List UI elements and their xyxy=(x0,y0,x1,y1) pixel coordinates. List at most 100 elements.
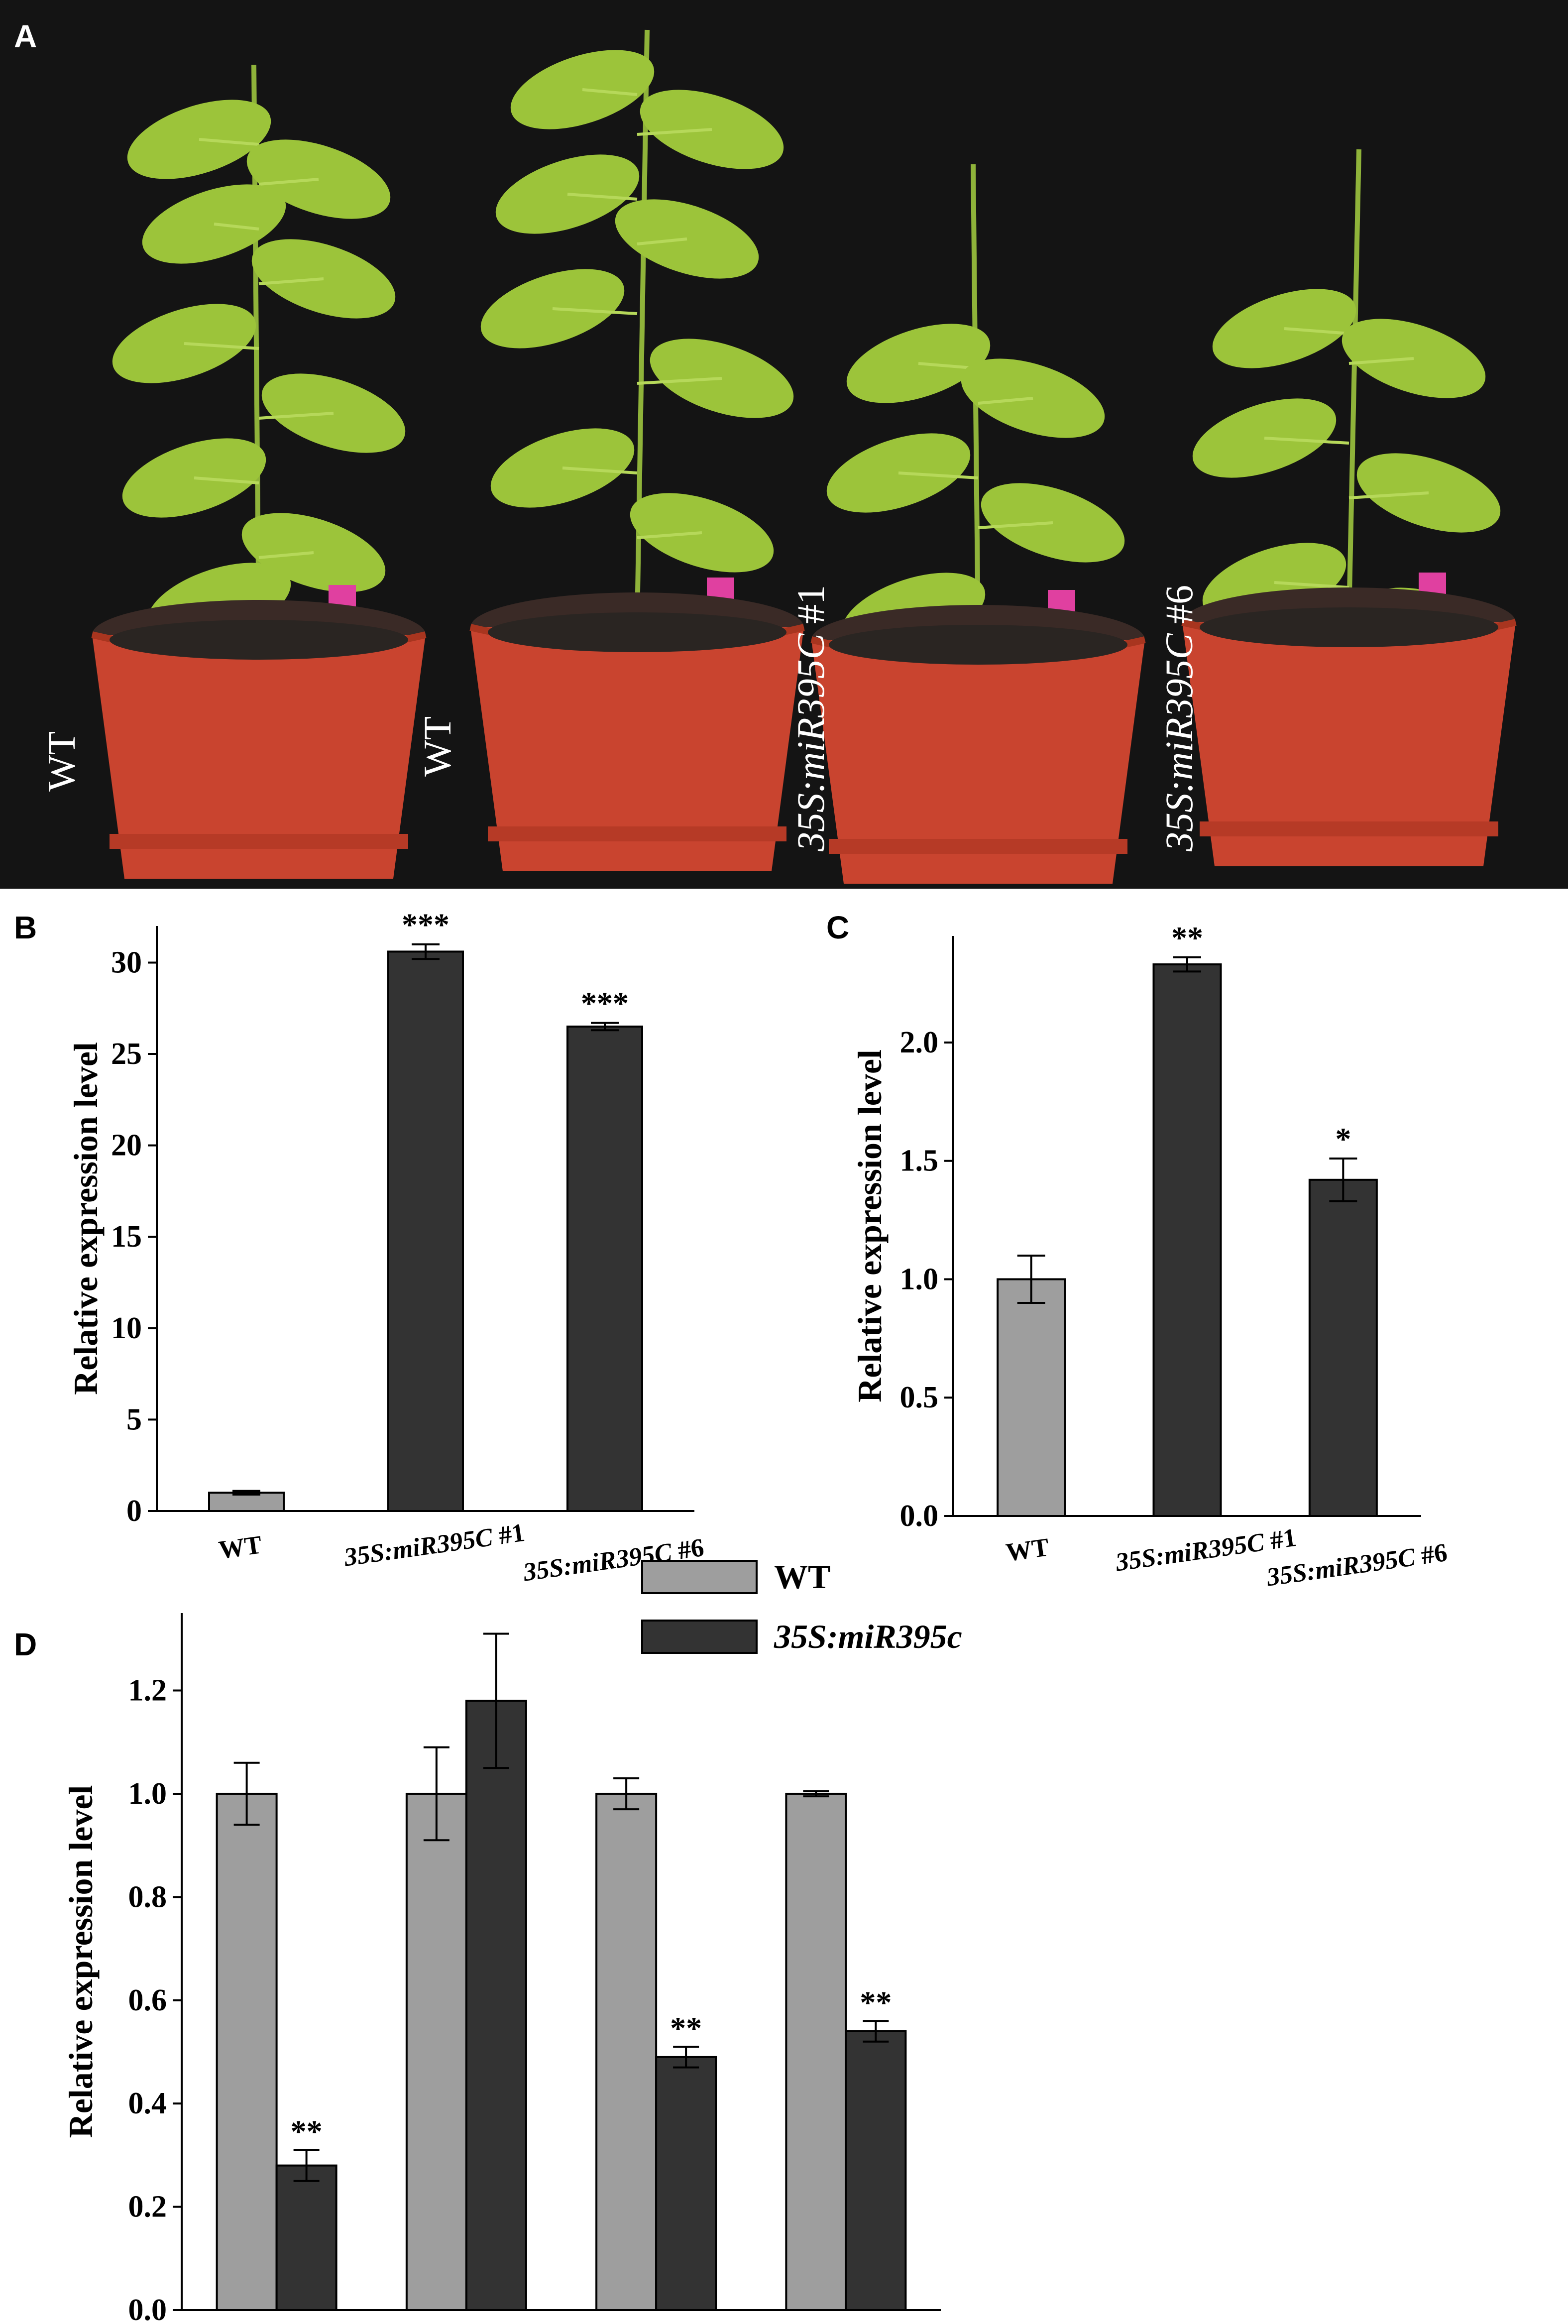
pot-label: 35S:miR395C #1 xyxy=(789,585,832,852)
bar xyxy=(655,2056,717,2312)
legend-label: 35S:miR395c xyxy=(774,1618,962,1655)
bar xyxy=(845,2030,907,2311)
panel-letter-c: C xyxy=(826,910,849,945)
y-tick-label: 1.5 xyxy=(900,1144,939,1178)
pot-band xyxy=(488,826,786,841)
pot-band xyxy=(1200,821,1498,836)
leaf-vein xyxy=(637,377,722,385)
pot-label: WT xyxy=(416,716,459,777)
y-tick-label: 1.2 xyxy=(128,1674,167,1708)
pots xyxy=(91,587,1517,884)
pot-label: WT xyxy=(40,731,83,792)
pot-label-genotype: 35S:miR395C xyxy=(789,624,832,852)
leaf-vein xyxy=(1348,491,1429,499)
y-tick-label: 2.0 xyxy=(900,1026,939,1059)
chart-b: 0 5 10 15 20 25 30 Relative expression level WT *… xyxy=(67,907,706,1587)
x-tick-label: PagSULTR2;1 xyxy=(756,2322,934,2324)
bar xyxy=(595,1792,658,2311)
y-axis-label: Relative expression level xyxy=(851,1049,889,1402)
pot-soil xyxy=(488,612,786,652)
leaf-vein xyxy=(1264,437,1349,445)
significance-label: *** xyxy=(402,907,449,942)
leaf-vein xyxy=(199,138,259,146)
x-tick-label-italic: 35S:miR395C xyxy=(1114,1527,1272,1577)
y-tick-label: 0.8 xyxy=(128,1880,167,1914)
y-tick-label: 5 xyxy=(126,1402,142,1436)
bar xyxy=(465,1700,527,2312)
y-tick-label: 10 xyxy=(111,1311,142,1345)
bar xyxy=(1152,963,1222,1517)
bar xyxy=(566,1025,643,1512)
leaf-vein xyxy=(978,397,1033,405)
chart-c: 0.0 0.5 1.0 1.5 2.0 Relative expression level… xyxy=(851,920,1449,1592)
leaf-vein xyxy=(258,277,324,285)
pot-band xyxy=(829,839,1127,854)
bar xyxy=(387,950,464,1512)
x-tick-label-italic: 35S:miR395C xyxy=(342,1522,501,1572)
pot-soil xyxy=(829,625,1127,665)
y-tick-label: 25 xyxy=(111,1037,142,1071)
bar xyxy=(275,2164,337,2311)
leaf-vein xyxy=(562,466,638,474)
y-tick-label: 0.0 xyxy=(900,1499,939,1533)
chart-d: 0.0 0.2 0.4 0.6 0.8 1.0 1.2 Relative expression… xyxy=(62,1558,962,2324)
pot xyxy=(91,600,427,879)
y-tick-label: 30 xyxy=(111,945,142,979)
x-tick-label: WT xyxy=(217,1530,264,1565)
plant xyxy=(480,29,794,642)
leaf-vein xyxy=(582,88,638,96)
leaf-vein xyxy=(194,476,259,484)
y-tick-label: 0.5 xyxy=(900,1381,939,1414)
pot-label-line: #1 xyxy=(789,585,832,624)
leaf-vein xyxy=(258,551,314,559)
leaf-vein xyxy=(552,307,638,315)
pot-soil xyxy=(1200,607,1498,647)
bar xyxy=(1308,1178,1378,1517)
leaf-vein xyxy=(637,531,702,539)
legend-swatch xyxy=(641,1620,758,1654)
significance-label: ** xyxy=(860,1984,892,2020)
y-axis-label: Relative expression level xyxy=(67,1042,105,1395)
leaf-vein xyxy=(898,471,979,479)
y-tick-label: 15 xyxy=(111,1220,142,1254)
bar xyxy=(785,1792,847,2311)
pot-label-genotype: 35S:miR395C xyxy=(1157,624,1201,852)
significance-label: ** xyxy=(291,2114,323,2149)
legend-swatch xyxy=(641,1560,758,1594)
significance-label: ** xyxy=(1171,920,1203,955)
leaf-vein xyxy=(637,237,687,245)
leaf-vein xyxy=(1274,581,1349,589)
x-tick-label-suffix: #6 xyxy=(1420,1538,1449,1570)
x-tick-label-suffix: #1 xyxy=(1268,1523,1298,1555)
x-tick-label: 35S:miR395C #1 xyxy=(342,1518,527,1572)
pot xyxy=(810,605,1146,884)
leaf-vein xyxy=(258,178,319,186)
leaf-vein xyxy=(258,412,334,420)
leaf-vein xyxy=(184,342,259,350)
pot-body xyxy=(1182,622,1516,866)
leaf-vein xyxy=(1348,357,1414,365)
bar xyxy=(216,1792,278,2311)
panel-letter-d: D xyxy=(14,1627,37,1662)
pot-body xyxy=(92,635,426,879)
y-tick-label: 1.0 xyxy=(900,1262,939,1296)
y-axis-label: Relative expression level xyxy=(62,1785,100,2138)
bar xyxy=(405,1792,467,2311)
significance-label: ** xyxy=(670,2010,702,2046)
legend-label: WT xyxy=(774,1558,830,1596)
pot xyxy=(469,592,805,871)
pot-label-line: #6 xyxy=(1157,585,1201,624)
pot-body xyxy=(470,627,804,871)
y-tick-label: 0 xyxy=(126,1494,142,1528)
significance-label: * xyxy=(1335,1121,1351,1157)
y-tick-label: 0.0 xyxy=(128,2293,167,2324)
pot-band xyxy=(110,834,408,849)
y-tick-label: 0.6 xyxy=(128,1983,167,2017)
y-tick-label: 1.0 xyxy=(128,1777,167,1811)
y-tick-label: 20 xyxy=(111,1129,142,1162)
x-tick-label-suffix: #1 xyxy=(497,1518,526,1550)
pot-body xyxy=(811,640,1145,884)
